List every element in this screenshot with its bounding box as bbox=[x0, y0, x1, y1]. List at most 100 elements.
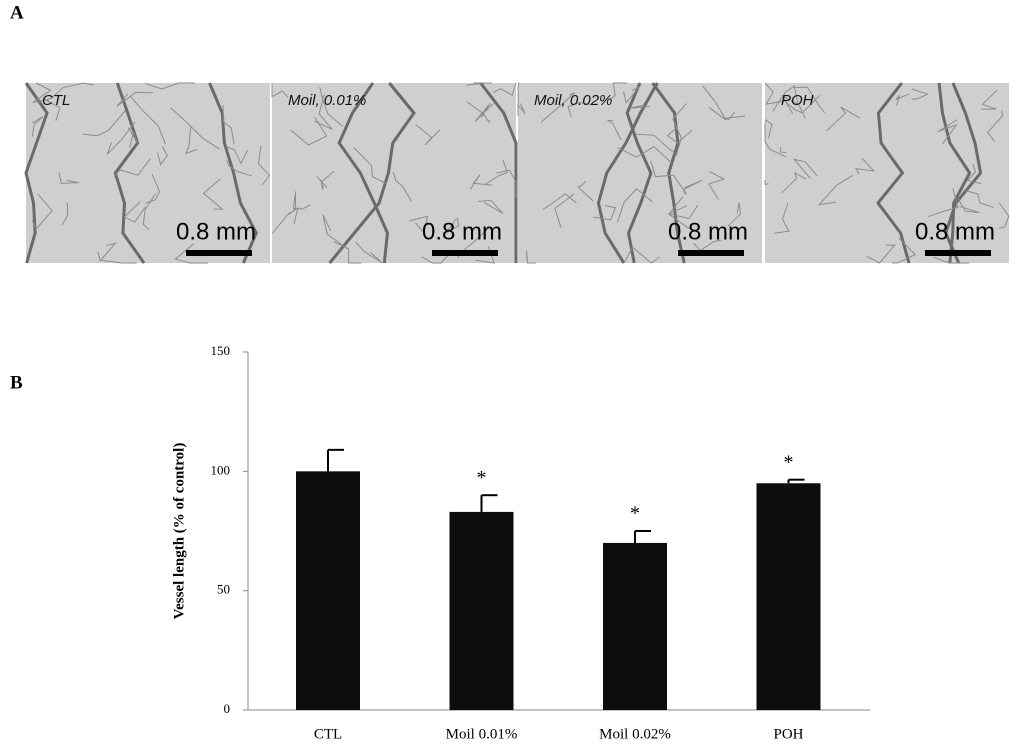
capillary bbox=[764, 122, 787, 158]
capillary bbox=[170, 107, 220, 150]
capillary bbox=[474, 103, 494, 122]
capillary bbox=[517, 103, 526, 116]
capillary bbox=[174, 243, 208, 264]
capillary bbox=[593, 205, 617, 221]
capillary bbox=[937, 119, 958, 145]
capillary bbox=[82, 110, 126, 137]
veins bbox=[764, 82, 1010, 264]
capillary bbox=[866, 244, 896, 264]
scale-label: 0.8 mm bbox=[176, 218, 256, 245]
bar bbox=[756, 483, 821, 710]
capillary bbox=[708, 171, 726, 200]
capillary bbox=[31, 193, 53, 231]
image-label: POH bbox=[781, 92, 814, 109]
capillary bbox=[58, 172, 80, 184]
capillary bbox=[130, 96, 166, 145]
capillary bbox=[319, 87, 343, 127]
capillary bbox=[607, 119, 622, 141]
capillary bbox=[650, 160, 688, 195]
capillary bbox=[322, 214, 348, 250]
capillary bbox=[764, 82, 786, 105]
capillary bbox=[106, 121, 136, 155]
capillary bbox=[484, 159, 508, 185]
significance-marker: * bbox=[477, 467, 487, 489]
capillary bbox=[157, 146, 168, 166]
capillary bbox=[817, 174, 853, 206]
capillary bbox=[963, 189, 995, 208]
scale-label: 0.8 mm bbox=[668, 218, 748, 245]
image-label: Moil, 0.01% bbox=[288, 92, 366, 109]
y-tick-label: 100 bbox=[211, 462, 231, 477]
capillary bbox=[666, 126, 693, 144]
capillary bbox=[184, 126, 197, 155]
capillary bbox=[409, 215, 429, 234]
capillary bbox=[222, 105, 235, 145]
vein bbox=[596, 82, 659, 264]
x-tick-label: CTL bbox=[314, 726, 342, 742]
bar bbox=[603, 542, 667, 710]
capillary bbox=[672, 103, 687, 156]
capillary bbox=[792, 158, 818, 179]
capillary bbox=[145, 173, 161, 204]
capillary bbox=[42, 98, 61, 121]
capillary bbox=[123, 201, 146, 223]
capillary bbox=[272, 206, 299, 234]
capillary bbox=[609, 82, 627, 100]
capillary bbox=[271, 83, 289, 98]
y-tick-label: 50 bbox=[217, 582, 230, 597]
capillary bbox=[980, 89, 998, 110]
vein bbox=[937, 82, 972, 264]
capillary bbox=[567, 101, 593, 117]
capillary bbox=[116, 91, 153, 107]
capillary bbox=[226, 159, 252, 177]
capillary bbox=[554, 193, 575, 228]
capillary bbox=[779, 147, 787, 153]
capillary bbox=[727, 202, 742, 227]
capillary bbox=[933, 256, 970, 264]
vein bbox=[625, 82, 653, 264]
capillary bbox=[892, 237, 917, 264]
vein bbox=[24, 82, 49, 264]
capillary bbox=[466, 82, 492, 86]
vein bbox=[337, 82, 389, 264]
capillary bbox=[623, 85, 641, 104]
bar-chart: 0 50 100 150 Vessel length (% of control) CTL… bbox=[171, 343, 870, 742]
capillary bbox=[577, 181, 594, 202]
capillary bbox=[629, 105, 651, 109]
capillary bbox=[97, 242, 117, 262]
capillary bbox=[998, 202, 1010, 229]
capillary bbox=[826, 106, 861, 132]
error-bar bbox=[480, 494, 498, 512]
capillary bbox=[780, 94, 806, 119]
panel-label: B bbox=[10, 372, 23, 393]
capillary bbox=[957, 198, 980, 214]
error-bar bbox=[634, 530, 651, 543]
scale-bar bbox=[925, 250, 991, 256]
image-label: Moil, 0.02% bbox=[534, 92, 612, 109]
scale-bar bbox=[678, 250, 744, 256]
capillary bbox=[668, 196, 699, 220]
vein bbox=[113, 82, 146, 264]
y-tick-label: 0 bbox=[224, 701, 231, 716]
significance-marker: * bbox=[630, 503, 640, 525]
capillary bbox=[617, 188, 653, 223]
capillary bbox=[202, 178, 224, 210]
image-label: CTL bbox=[42, 92, 70, 109]
vein bbox=[479, 82, 518, 263]
vein bbox=[944, 82, 983, 264]
capillary bbox=[257, 145, 271, 186]
capillary bbox=[785, 94, 821, 114]
capillary bbox=[636, 133, 676, 154]
capillary bbox=[966, 163, 982, 185]
capillary bbox=[226, 146, 249, 165]
image-row: CTL 0.8 mm Moil, 0.01% 0.8 mm Moil, 0.02% 0.8… bbox=[24, 82, 1010, 264]
capillary bbox=[31, 116, 44, 137]
capillary bbox=[667, 205, 696, 231]
capillary bbox=[764, 119, 773, 139]
capillary bbox=[517, 82, 520, 106]
capillary bbox=[895, 93, 910, 106]
error-bar bbox=[787, 478, 805, 484]
capillary bbox=[52, 82, 94, 98]
veins bbox=[517, 82, 746, 264]
